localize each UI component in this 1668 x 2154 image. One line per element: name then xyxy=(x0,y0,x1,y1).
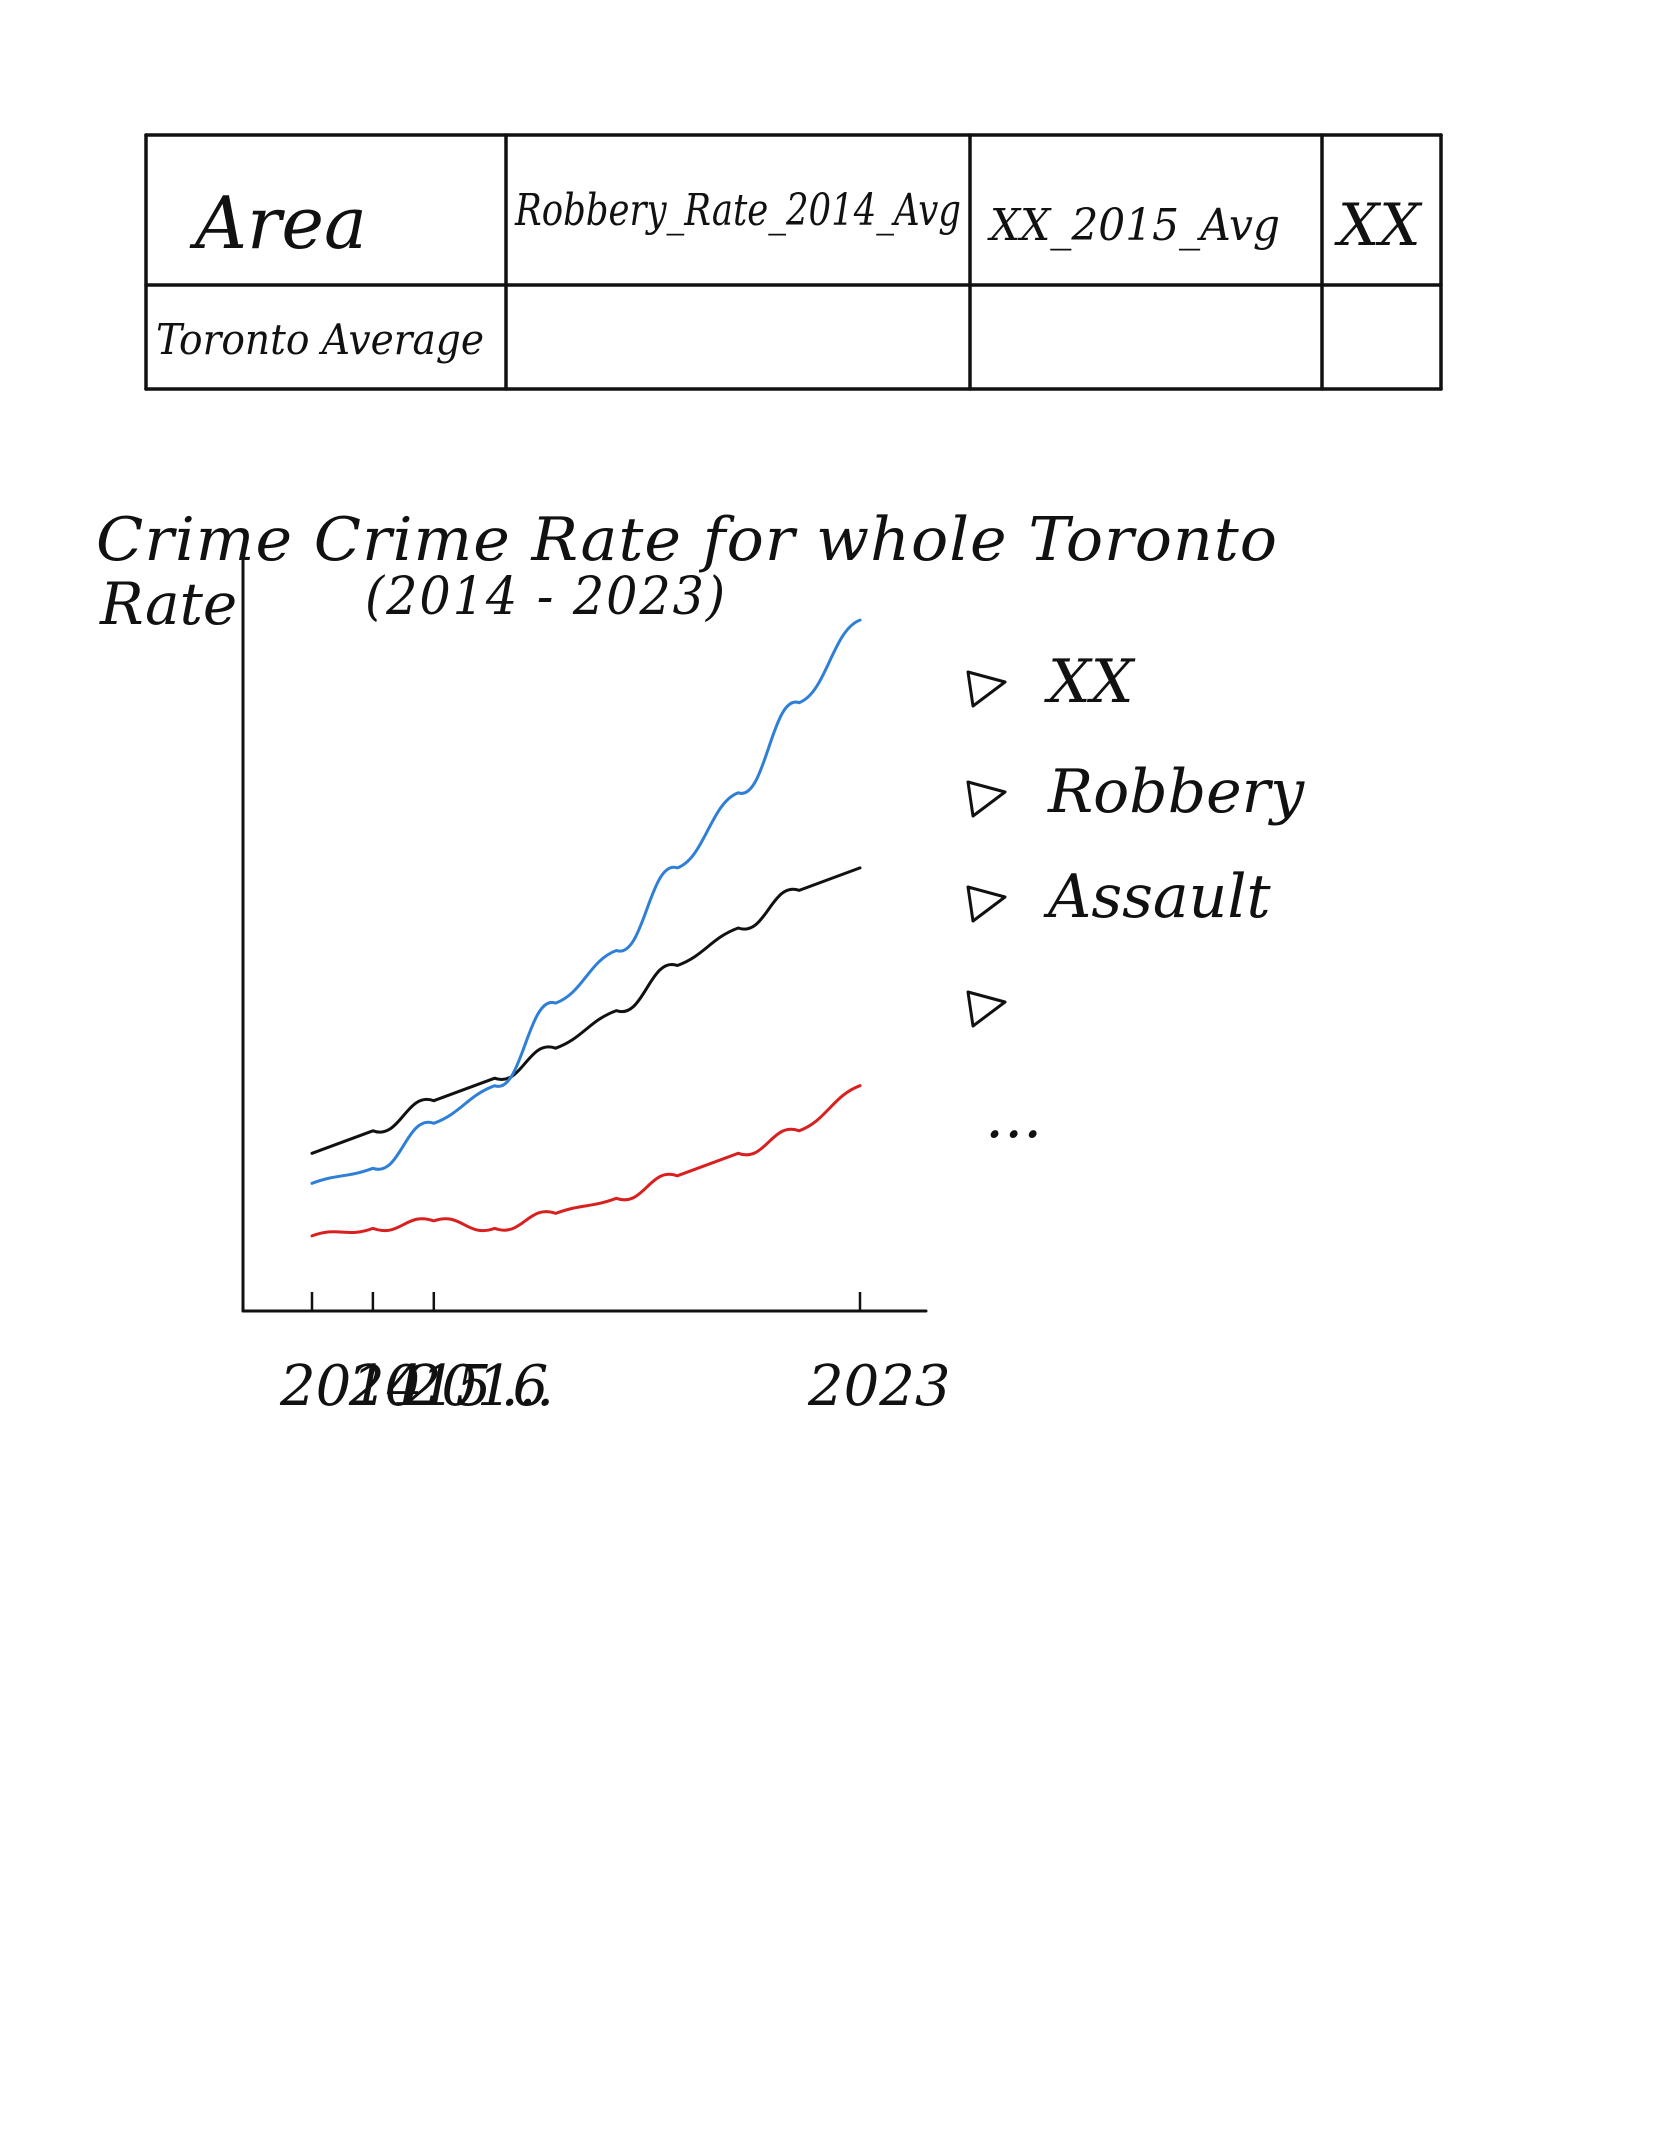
table-header-xx-2015: XX_2015_Avg xyxy=(987,200,1280,251)
legend-checkbox[interactable] xyxy=(966,780,1007,818)
series-line-xx xyxy=(310,866,862,1155)
chart-title: Crime Crime Rate for whole Toronto xyxy=(96,505,1278,575)
x-axis-ticks xyxy=(310,1292,862,1312)
legend-checkbox[interactable] xyxy=(966,670,1007,708)
table-row-label-toronto-average: Toronto Average xyxy=(156,315,484,364)
x-axis-tick-label: 2014 xyxy=(279,1354,423,1419)
legend-label: Assault xyxy=(1043,862,1272,932)
summary-table xyxy=(144,133,1443,391)
legend-ellipsis: ... xyxy=(985,1082,1042,1152)
x-axis-tick-label: 2015 xyxy=(348,1354,492,1419)
x-axis-tick-label: 2023 xyxy=(807,1354,951,1419)
legend-label: XX xyxy=(1044,647,1136,717)
chart-series xyxy=(310,618,862,1238)
series-line-robbery xyxy=(310,618,862,1185)
table-header-robbery-rate-2014: Robbery_Rate_2014_Avg xyxy=(514,185,961,236)
table-header-xx: XX xyxy=(1334,191,1423,259)
legend-label: Robbery xyxy=(1047,757,1305,827)
x-axis-tick-label: ... xyxy=(501,1354,554,1419)
series-line-assault xyxy=(310,1084,862,1238)
legend-checkbox[interactable] xyxy=(966,885,1007,923)
legend-checkbox[interactable] xyxy=(966,990,1007,1028)
table-header-area: Area xyxy=(189,181,367,265)
chart-subtitle: (2014 - 2023) xyxy=(365,567,727,627)
y-axis-label: Rate xyxy=(99,570,237,638)
x-axis-tick-label: 2016 xyxy=(405,1354,549,1419)
chart-legend: XX Robbery Assault... xyxy=(966,647,1305,1152)
